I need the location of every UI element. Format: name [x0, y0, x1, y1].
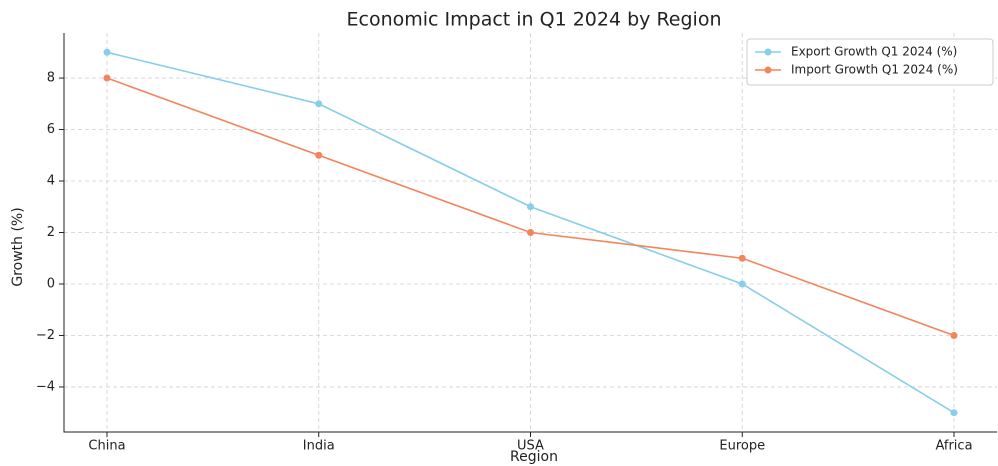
x-tick-label: China: [88, 439, 125, 454]
y-tick-label: 4: [47, 174, 55, 189]
point: [103, 48, 111, 56]
legend-label: Import Growth Q1 2024 (%): [791, 63, 958, 77]
legend-box: [746, 38, 994, 86]
y-tick-label: −2: [36, 328, 55, 343]
point: [738, 254, 746, 262]
y-axis-label: Growth (%): [10, 207, 26, 286]
point: [527, 229, 534, 236]
chart-title: Economic Impact in Q1 2024 by Region: [347, 9, 722, 31]
point: [950, 331, 958, 339]
y-tick-label: −4: [36, 379, 55, 394]
point: [527, 203, 534, 211]
y-tick-label: 8: [47, 71, 55, 86]
point: [738, 280, 746, 288]
point: [315, 151, 323, 159]
point: [103, 74, 111, 82]
point: [315, 100, 323, 108]
x-tick-label: Europe: [719, 439, 765, 454]
y-tick-label: 0: [47, 276, 55, 291]
y-tick-label: 6: [47, 122, 55, 137]
legend-marker: [764, 66, 772, 74]
x-tick-label: Africa: [935, 439, 972, 454]
x-tick-label: India: [303, 439, 335, 454]
legend-marker: [764, 48, 772, 56]
point: [950, 409, 958, 417]
axis-frame: [63, 33, 997, 433]
x-tick-label: USA: [517, 439, 544, 454]
x-axis-label: Region: [510, 449, 558, 465]
y-tick-label: 2: [47, 225, 55, 240]
legend-label: Export Growth Q1 2024 (%): [791, 45, 957, 59]
